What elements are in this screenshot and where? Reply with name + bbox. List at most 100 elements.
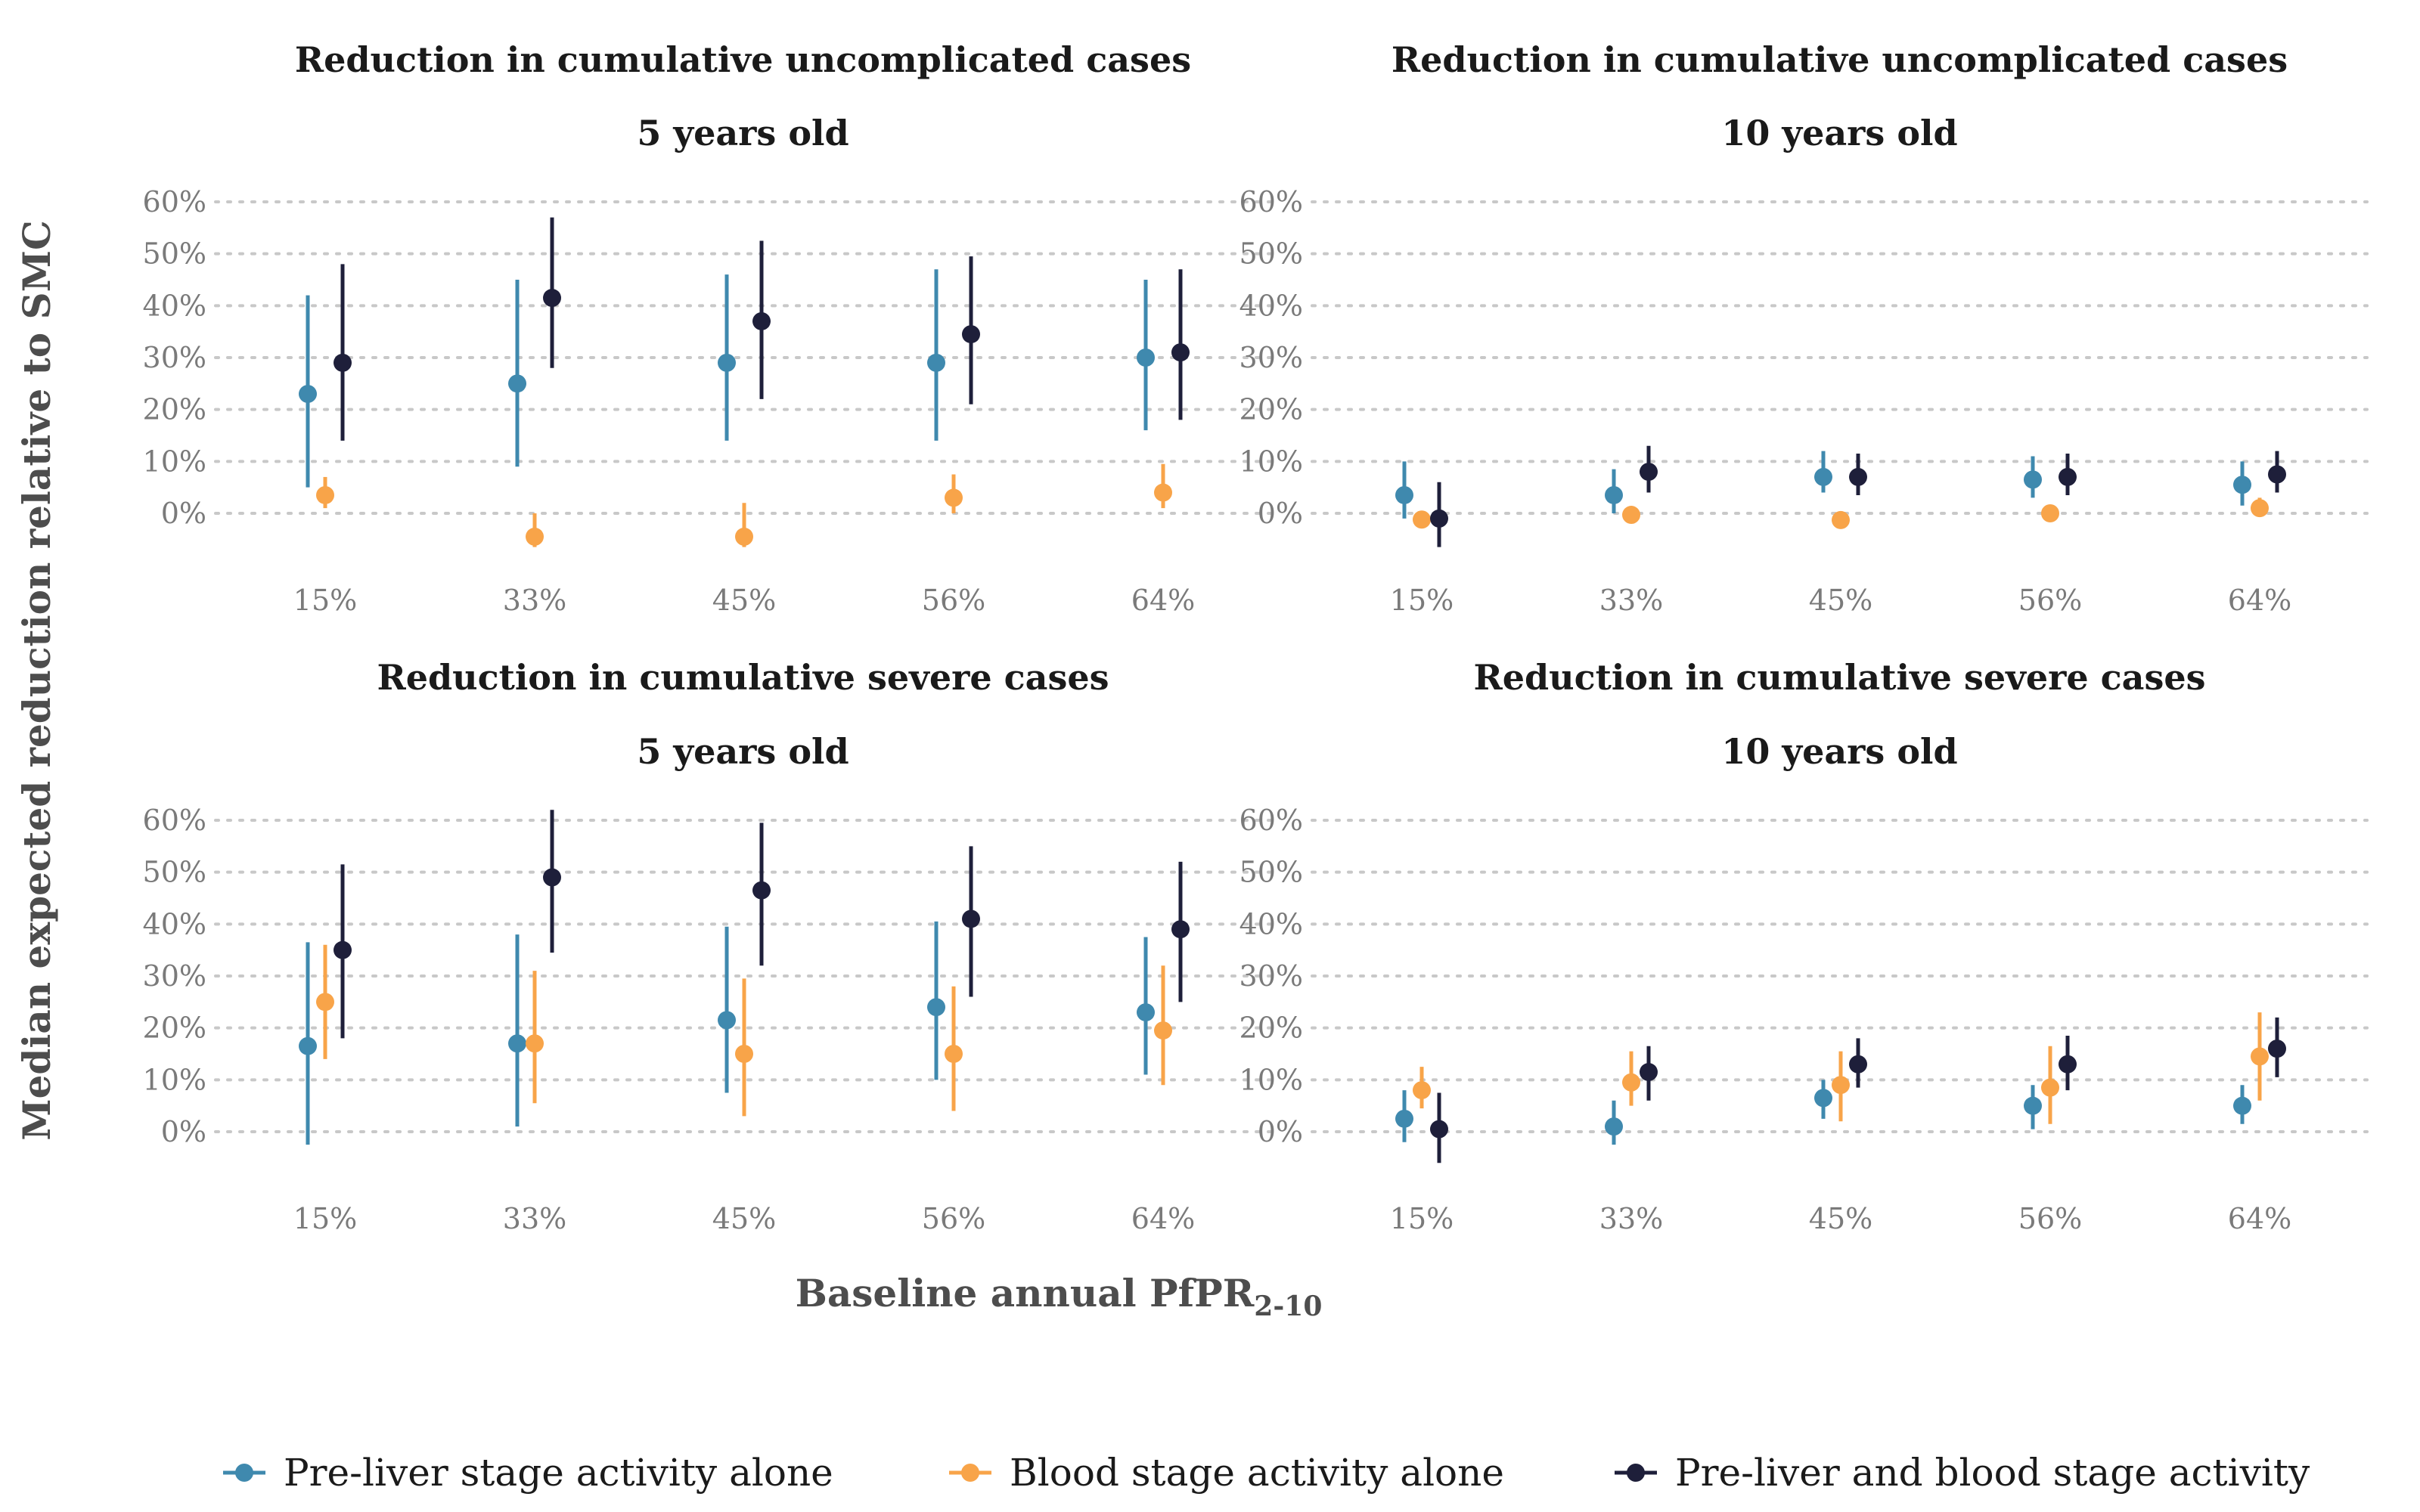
x-tick-label: 33% <box>503 1202 566 1235</box>
point-both <box>2059 467 2077 486</box>
point-pre_liver <box>2024 470 2042 489</box>
y-tick-label: 60% <box>1239 804 1303 837</box>
point-blood <box>735 527 753 546</box>
legend-item-both: Pre-liver and blood stage activity <box>1615 1451 2310 1495</box>
point-pre_liver <box>1137 349 1155 367</box>
x-tick-label: 64% <box>2228 1202 2291 1235</box>
panel-unc-5: Reduction in cumulative uncomplicated ca… <box>143 39 1272 617</box>
point-blood <box>526 1034 544 1053</box>
panel-unc-10: Reduction in cumulative uncomplicated ca… <box>1239 39 2369 617</box>
point-pre_liver <box>1395 485 1413 504</box>
x-tick-label: 15% <box>293 584 357 617</box>
point-blood <box>316 485 334 504</box>
point-both <box>1849 467 1867 486</box>
point-blood <box>1832 1076 1850 1095</box>
point-blood <box>526 527 544 546</box>
point-pre_liver <box>508 374 526 393</box>
point-blood <box>735 1045 753 1063</box>
point-both <box>752 311 771 330</box>
point-both <box>334 353 352 372</box>
point-blood <box>2041 504 2059 522</box>
y-tick-label: 40% <box>1239 907 1303 940</box>
panel-title: Reduction in cumulative severe cases <box>377 657 1109 698</box>
point-both <box>1640 463 1658 482</box>
panel-subtitle: 10 years old <box>1721 731 1957 772</box>
point-pre_liver <box>2233 476 2251 494</box>
y-tick-label: 50% <box>1239 856 1303 889</box>
y-tick-label: 0% <box>1258 1115 1303 1148</box>
point-blood <box>945 1045 963 1063</box>
y-tick-label: 0% <box>1258 497 1303 530</box>
x-tick-label: 64% <box>1131 584 1195 617</box>
panel-subtitle: 10 years old <box>1721 113 1957 153</box>
point-both <box>1430 509 1448 528</box>
x-tick-label: 56% <box>2018 584 2082 617</box>
y-tick-label: 0% <box>161 1115 206 1148</box>
point-blood <box>2251 499 2269 518</box>
x-tick-label: 33% <box>1599 584 1663 617</box>
point-blood <box>1154 483 1172 502</box>
panel-subtitle: 5 years old <box>637 113 849 153</box>
point-both <box>2059 1055 2077 1074</box>
y-tick-label: 40% <box>143 907 206 940</box>
point-pre_liver <box>1395 1109 1413 1128</box>
point-blood <box>1413 1081 1431 1100</box>
point-blood <box>1622 1073 1640 1092</box>
x-tick-label: 56% <box>922 584 985 617</box>
panel-sev-5: Reduction in cumulative severe cases 5 ye… <box>143 657 1272 1235</box>
y-tick-label: 30% <box>1239 959 1303 993</box>
point-blood <box>945 488 963 507</box>
y-tick-label: 20% <box>1239 1012 1303 1045</box>
y-tick-label: 30% <box>1239 341 1303 374</box>
x-axis-label-subscript: 2-10 <box>1254 1290 1322 1322</box>
x-tick-label: 45% <box>712 1202 776 1235</box>
panel-title: Reduction in cumulative uncomplicated ca… <box>295 39 1191 80</box>
point-both <box>1849 1055 1867 1074</box>
point-pre_liver <box>927 353 945 372</box>
point-both <box>334 940 352 959</box>
point-both <box>2268 1040 2286 1058</box>
point-pre_liver <box>299 385 317 404</box>
x-tick-label: 15% <box>1390 584 1454 617</box>
y-tick-label: 60% <box>143 185 206 218</box>
point-pre_liver <box>927 998 945 1017</box>
x-tick-label: 15% <box>293 1202 357 1235</box>
point-blood <box>1154 1021 1172 1040</box>
point-both <box>962 325 980 344</box>
x-tick-label: 56% <box>2018 1202 2082 1235</box>
legend-key-point <box>235 1464 253 1482</box>
y-tick-label: 60% <box>1239 185 1303 218</box>
legend-label: Blood stage activity alone <box>1010 1451 1504 1495</box>
y-tick-label: 20% <box>143 1012 206 1045</box>
point-pre_liver <box>1814 1089 1832 1108</box>
legend-item-pre_liver: Pre-liver stage activity alone <box>223 1451 833 1495</box>
point-blood <box>2251 1047 2269 1066</box>
point-both <box>1171 343 1190 362</box>
point-blood <box>316 993 334 1012</box>
panel-subtitle: 5 years old <box>637 731 849 772</box>
point-pre_liver <box>718 1011 736 1030</box>
point-pre_liver <box>1605 1117 1623 1136</box>
y-tick-label: 50% <box>1239 237 1303 271</box>
x-tick-label: 33% <box>503 584 566 617</box>
point-both <box>1430 1120 1448 1139</box>
legend-key-point <box>961 1464 979 1482</box>
point-both <box>2268 465 2286 484</box>
point-pre_liver <box>2233 1096 2251 1115</box>
point-both <box>1640 1063 1658 1082</box>
legend-label: Pre-liver and blood stage activity <box>1675 1451 2310 1495</box>
panels: Reduction in cumulative uncomplicated ca… <box>143 39 2369 1235</box>
point-both <box>752 881 771 900</box>
y-tick-label: 30% <box>143 959 206 993</box>
point-blood <box>1622 506 1640 525</box>
point-blood <box>2041 1078 2059 1097</box>
y-tick-label: 40% <box>143 289 206 322</box>
legend: Pre-liver stage activity alone Blood stag… <box>223 1451 2310 1495</box>
y-tick-label: 10% <box>1239 445 1303 478</box>
x-tick-label: 45% <box>712 584 776 617</box>
point-pre_liver <box>1137 1003 1155 1022</box>
x-tick-label: 64% <box>1131 1202 1195 1235</box>
x-tick-label: 15% <box>1390 1202 1454 1235</box>
y-tick-label: 10% <box>143 445 206 478</box>
